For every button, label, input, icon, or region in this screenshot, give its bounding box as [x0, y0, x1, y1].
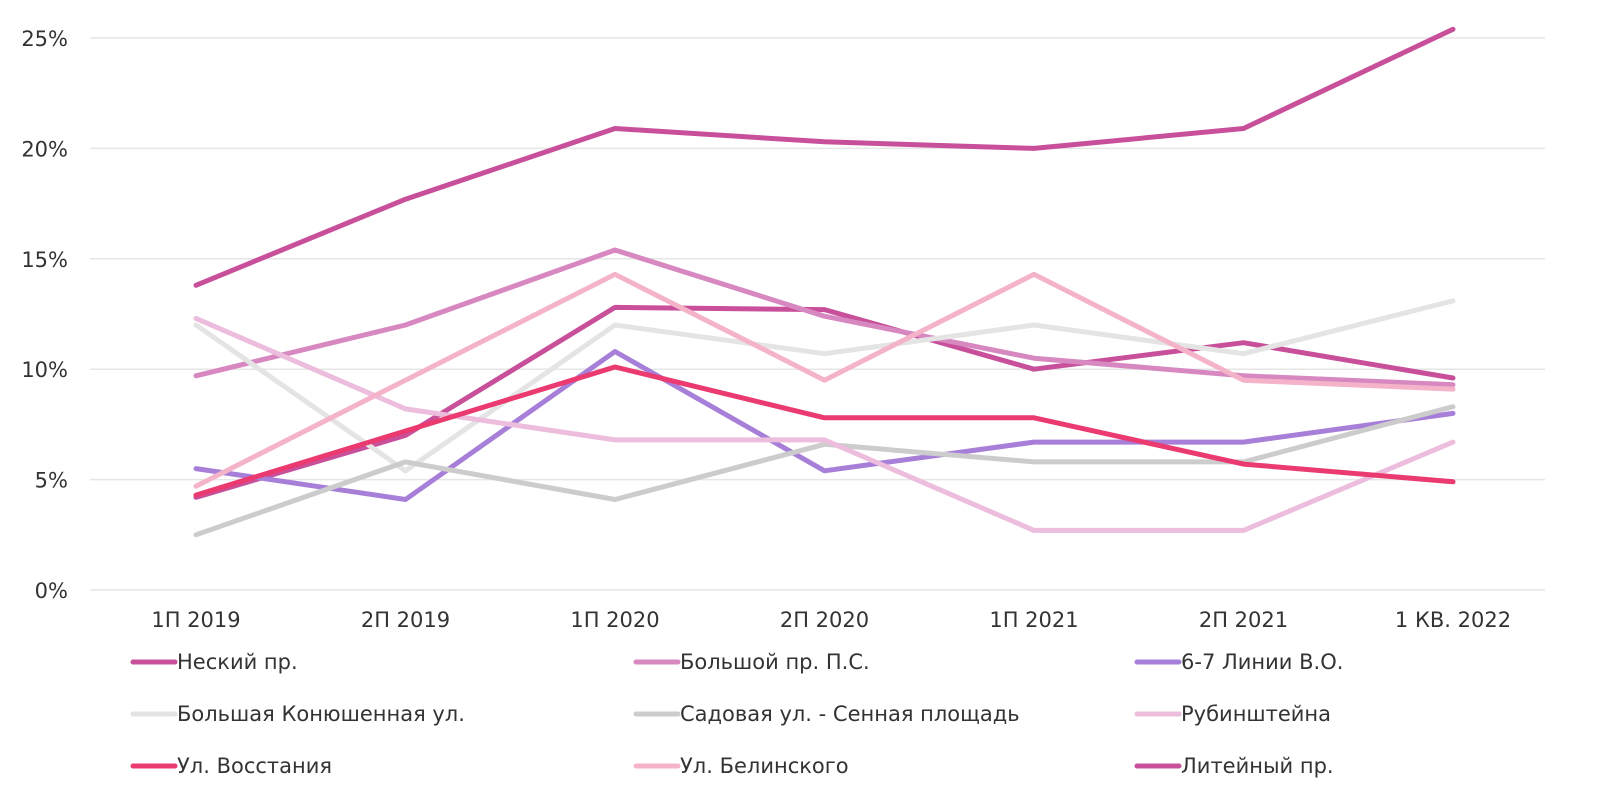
y-tick-label: 25%	[21, 27, 68, 51]
legend-label: Большой пр. П.С.	[680, 650, 870, 674]
legend-label: Неский пр.	[177, 650, 298, 674]
legend-label: Литейный пр.	[1181, 754, 1334, 778]
series-line	[193, 298, 1456, 474]
legend-item: Ул. Восстания	[130, 754, 332, 778]
y-axis-ticks: 0% 5% 10% 15% 20% 25%	[21, 27, 68, 603]
y-tick-label: 10%	[21, 358, 68, 382]
legend-item: 6-7 Линии В.О.	[1134, 650, 1343, 674]
x-tick-label: 1П 2021	[989, 608, 1078, 632]
legend-label: Рубинштейна	[1181, 702, 1331, 726]
legend-item: Ул. Белинского	[633, 754, 849, 778]
series-line	[193, 349, 1456, 502]
grid	[90, 37, 1545, 591]
legend-item: Садовая ул. - Сенная площадь	[633, 702, 1020, 726]
series-line	[193, 247, 1456, 388]
x-axis-ticks: 1П 2019 2П 2019 1П 2020 2П 2020 1П 2021 2П 20…	[151, 608, 1511, 632]
legend-label: Ул. Восстания	[177, 754, 332, 778]
legend-label: Ул. Белинского	[680, 754, 849, 778]
legend-label: Большая Конюшенная ул.	[177, 702, 465, 726]
y-tick-label: 0%	[35, 579, 68, 603]
legend-label: 6-7 Линии В.О.	[1181, 650, 1343, 674]
legend: Неский пр. Большой пр. П.С. 6-7 Линии В.О.…	[130, 650, 1343, 778]
series-line	[193, 364, 1456, 498]
legend-item: Большая Конюшенная ул.	[130, 702, 465, 726]
x-tick-label: 2П 2021	[1199, 608, 1288, 632]
series-line	[193, 271, 1456, 489]
x-tick-label: 2П 2020	[780, 608, 869, 632]
x-tick-label: 1П 2020	[570, 608, 659, 632]
series-lines	[193, 26, 1456, 538]
x-tick-label: 1 КВ. 2022	[1395, 608, 1511, 632]
y-tick-label: 15%	[21, 248, 68, 272]
legend-label: Садовая ул. - Сенная площадь	[680, 702, 1020, 726]
x-tick-label: 1П 2019	[151, 608, 240, 632]
y-tick-label: 20%	[21, 137, 68, 161]
y-tick-label: 5%	[35, 469, 68, 493]
legend-item: Рубинштейна	[1134, 702, 1331, 726]
legend-item: Литейный пр.	[1134, 754, 1334, 778]
series-line	[193, 26, 1456, 288]
series-line	[193, 304, 1456, 500]
legend-item: Большой пр. П.С.	[633, 650, 870, 674]
x-tick-label: 2П 2019	[361, 608, 450, 632]
series-line	[193, 315, 1456, 533]
legend-item: Неский пр.	[130, 650, 298, 674]
